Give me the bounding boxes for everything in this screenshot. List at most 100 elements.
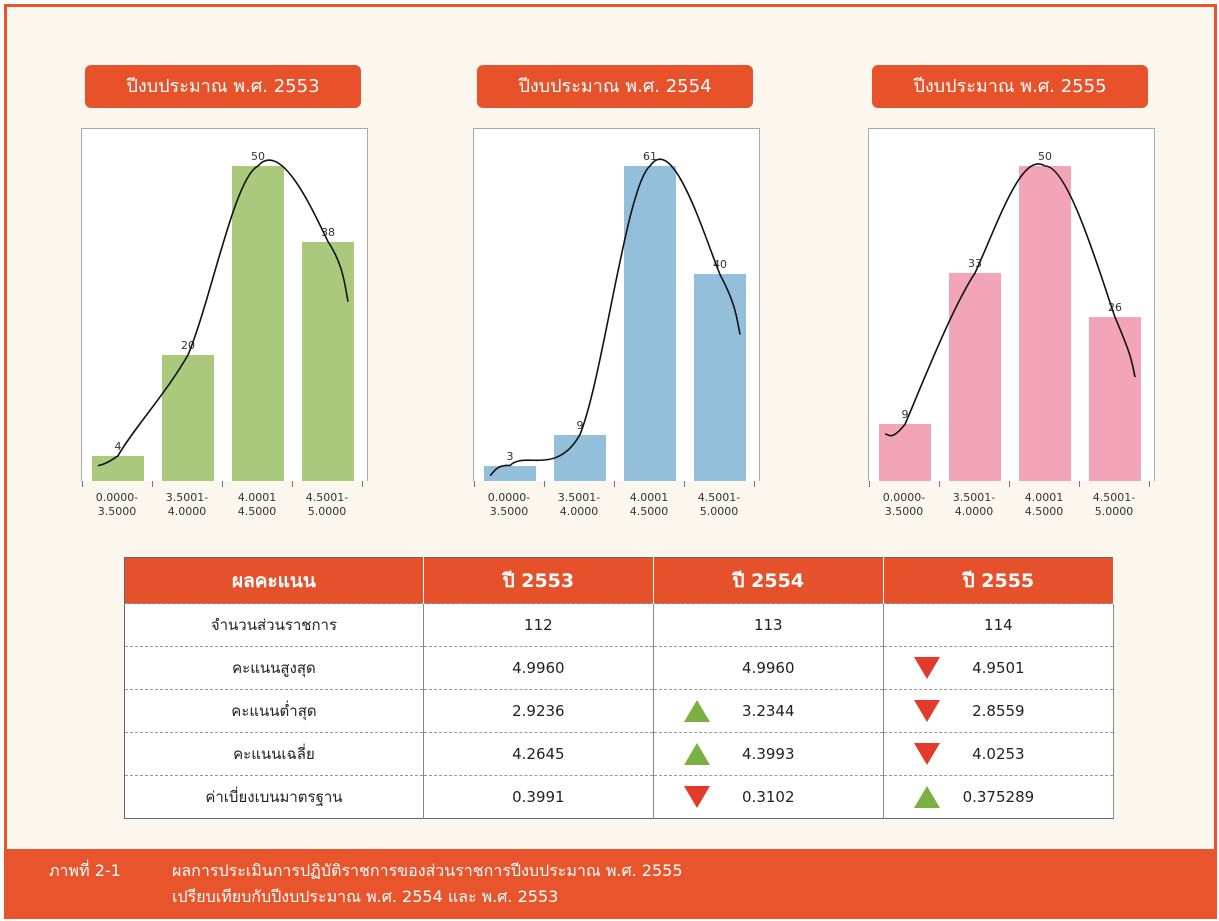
cell-value: 0.375289	[962, 788, 1035, 806]
table-cell: 4.0253	[883, 732, 1115, 776]
x-tick	[754, 481, 755, 487]
x-tick	[1079, 481, 1080, 487]
cell-value: 113	[753, 616, 783, 634]
trend-down	[913, 700, 940, 722]
x-tick-label: 4.0001 4.5000	[1024, 491, 1064, 518]
trend-up	[913, 786, 940, 808]
bar	[554, 434, 606, 481]
trend-marker	[683, 786, 710, 808]
header-cell: ปี 2555	[883, 557, 1115, 604]
trend-curve-layer	[97, 159, 349, 467]
plot-area: 4 20 50 38	[81, 128, 368, 481]
bar	[162, 355, 214, 481]
plot-area: 3 9 61 40	[473, 128, 760, 481]
x-tick-label: 0.0000- 3.5000	[487, 491, 531, 518]
row-label: จำนวนส่วนราชการ	[124, 603, 424, 647]
chart-panel: ปีงบประมาณ พ.ศ. 2554 3 9 61 40 0.0000- 3.5000…	[473, 65, 773, 535]
x-tick-label: 4.0001 4.5000	[629, 491, 669, 518]
row-label: คะแนนสูงสุด	[124, 646, 424, 690]
cell-value: 4.3993	[742, 745, 795, 763]
x-tick	[614, 481, 615, 487]
bar	[92, 455, 144, 481]
trend-curve-layer	[489, 158, 741, 477]
x-tick-label: 3.5001- 4.0000	[557, 491, 601, 518]
x-tick	[544, 481, 545, 487]
x-tick	[222, 481, 223, 487]
cell-value: 4.0253	[972, 745, 1025, 763]
bar	[624, 166, 676, 481]
caption-bar: ภาพที่ 2-1 ผลการประเมินการปฏิบัติราชการข…	[7, 849, 1214, 916]
value-label: 4	[114, 439, 122, 453]
x-tick	[684, 481, 685, 487]
x-tick-label: 3.5001- 4.0000	[952, 491, 996, 518]
trend-marker	[913, 700, 940, 722]
trend-up	[683, 700, 710, 722]
table-cell: 4.2645	[423, 732, 654, 776]
value-label: 50	[1038, 150, 1052, 163]
bar	[879, 424, 931, 481]
x-tick-label: 0.0000- 3.5000	[882, 491, 926, 518]
header-cell: ปี 2553	[423, 557, 654, 604]
chart-title: ปีงบประมาณ พ.ศ. 2554	[477, 65, 753, 108]
trend-down	[913, 743, 940, 765]
x-tick-label: 4.5001- 5.0000	[305, 491, 349, 518]
x-tick	[1149, 481, 1150, 487]
caption-line: ผลการประเมินการปฏิบัติราชการของส่วนราชกา…	[172, 861, 683, 880]
summary-table: ผลคะแนน ปี 2553 ปี 2554 ปี 2555 จำนวนส่วนราช…	[124, 557, 1115, 819]
x-tick-label: 4.5001- 5.0000	[697, 491, 741, 518]
chart-panel: ปีงบประมาณ พ.ศ. 2553 4 20 50 38 0.0000- 3.500…	[81, 65, 381, 535]
value-label: 20	[181, 339, 195, 352]
cell-value: 4.2645	[512, 745, 565, 763]
table-cell: 4.3993	[653, 732, 884, 776]
table-row: คะแนนต่ำสุด 2.9236 3.2344 2.8559	[124, 689, 1115, 733]
bar	[1019, 166, 1071, 481]
chart-title: ปีงบประมาณ พ.ศ. 2555	[872, 65, 1148, 108]
x-tick-label: 3.5001- 4.0000	[165, 491, 209, 518]
x-tick	[474, 481, 475, 487]
cell-value: 112	[524, 616, 553, 634]
trend-curve-layer	[884, 163, 1136, 437]
bar	[949, 273, 1001, 481]
table-cell: 113	[653, 603, 884, 647]
table-cell: 0.3102	[653, 775, 884, 819]
cell-value: 4.9960	[742, 659, 795, 677]
table-row: ค่าเบี่ยงเบนมาตรฐาน 0.3991 0.3102 0.375289	[124, 775, 1115, 819]
trend-up	[683, 743, 710, 765]
trend-marker	[683, 743, 710, 765]
trend-curve	[97, 159, 349, 467]
table-cell: 4.9960	[423, 646, 654, 690]
table-cell: 4.9501	[883, 646, 1115, 690]
chart-title: ปีงบประมาณ พ.ศ. 2553	[85, 65, 361, 108]
table-row: จำนวนส่วนราชการ 112 113 114	[124, 603, 1115, 647]
x-tick	[362, 481, 363, 487]
bar	[302, 241, 354, 481]
x-tick	[1009, 481, 1010, 487]
trend-curve	[489, 158, 741, 477]
cell-value: 2.9236	[512, 702, 565, 720]
x-tick	[939, 481, 940, 487]
x-tick	[82, 481, 83, 487]
x-tick-label: 0.0000- 3.5000	[95, 491, 139, 518]
x-tick	[152, 481, 153, 487]
table-row: คะแนนเฉลี่ย 4.2645 4.3993 4.0253	[124, 732, 1115, 776]
cell-value: 2.8559	[972, 702, 1025, 720]
trend-marker	[683, 700, 710, 722]
table-cell: 4.9960	[653, 646, 884, 690]
trend-down	[683, 786, 710, 808]
cell-value: 114	[984, 616, 1013, 634]
bar	[1089, 317, 1141, 481]
table-cell: 0.3991	[423, 775, 654, 819]
cell-value: 0.3102	[742, 788, 795, 806]
table-cell: 112	[423, 603, 654, 647]
cell-value: 3.2344	[742, 702, 795, 720]
bar	[484, 465, 536, 481]
caption-line: เปรียบเทียบกับปีงบประมาณ พ.ศ. 2554 และ พ…	[172, 887, 559, 906]
row-label: ค่าเบี่ยงเบนมาตรฐาน	[124, 775, 424, 819]
value-label: 9	[576, 418, 584, 432]
table-cell: 114	[883, 603, 1115, 647]
bar	[232, 166, 284, 481]
table-cell: 2.9236	[423, 689, 654, 733]
page-frame: ปีงบประมาณ พ.ศ. 2553 4 20 50 38 0.0000- 3.500…	[4, 4, 1217, 919]
x-tick	[292, 481, 293, 487]
chart-panel: ปีงบประมาณ พ.ศ. 2555 9 33 50 26 0.0000- 3.500…	[868, 65, 1168, 535]
